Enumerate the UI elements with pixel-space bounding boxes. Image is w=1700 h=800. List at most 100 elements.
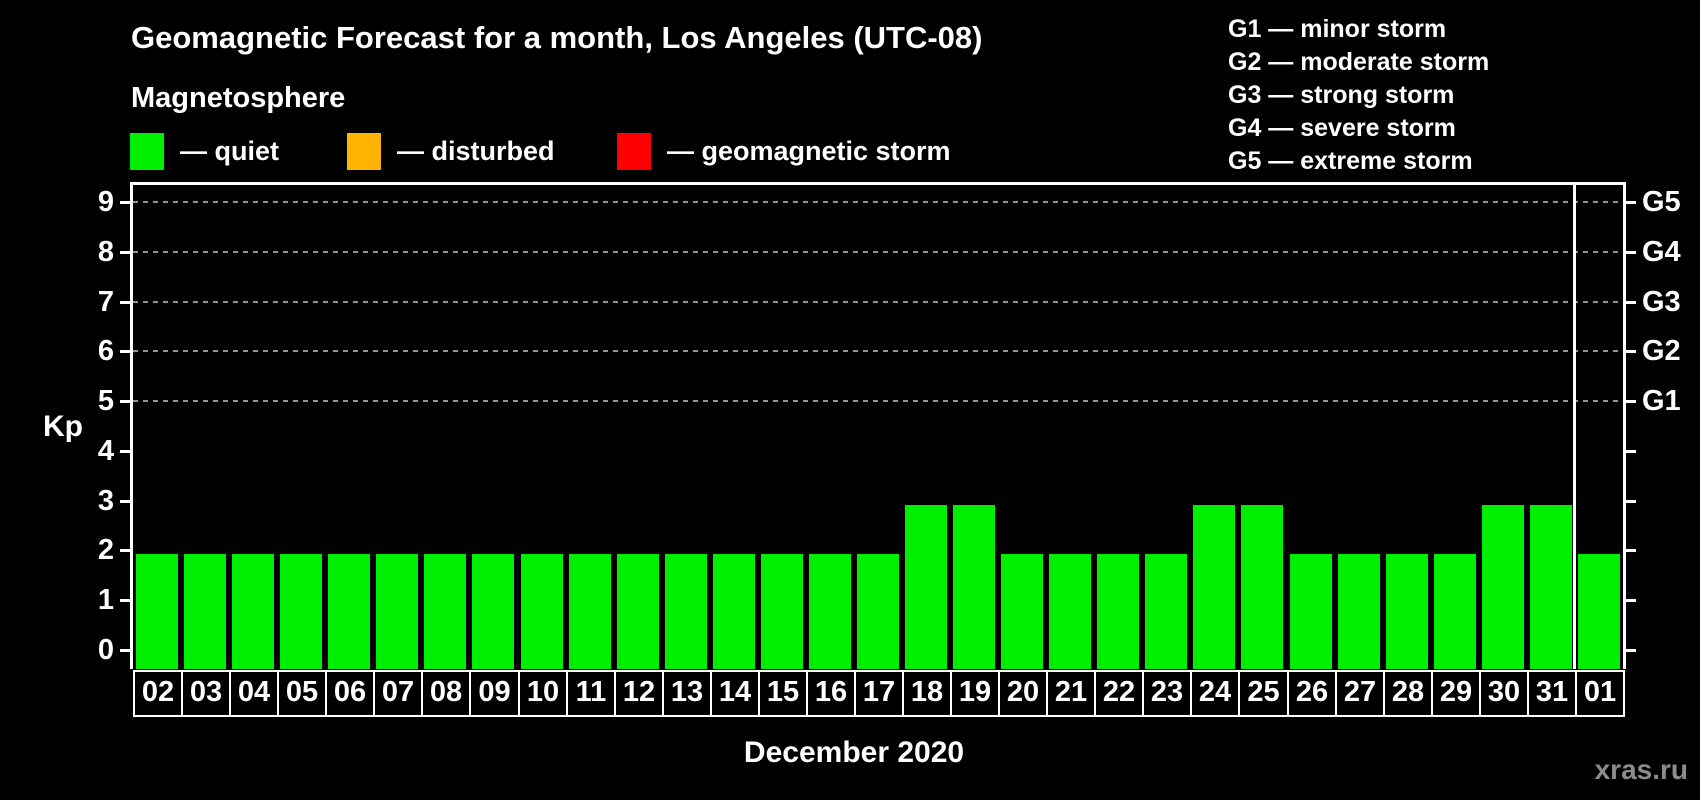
y-tick-label-6: 6 [97, 335, 114, 368]
gridline-kp7 [133, 300, 1623, 303]
bar-day-17 [857, 554, 899, 669]
gridline-kp6 [133, 350, 1623, 353]
quiet-color-swatch [130, 132, 164, 170]
bar-day-25 [1241, 505, 1283, 669]
day-label-20: 20 [998, 670, 1048, 717]
y-tick-1 [120, 599, 130, 603]
day-label-26: 26 [1287, 670, 1337, 717]
day-label-02: 02 [133, 670, 183, 717]
right-axis-label-G2: G2 [1642, 335, 1681, 368]
day-label-13: 13 [662, 670, 712, 717]
bar-day-13 [665, 554, 707, 669]
bar-day-24 [1193, 505, 1235, 669]
legend-item-label: — quiet [180, 135, 279, 166]
day-label-21: 21 [1046, 670, 1096, 717]
legend-item-label: — geomagnetic storm [667, 135, 951, 166]
bar-day-22 [1097, 554, 1139, 669]
right-tick-0 [1626, 649, 1636, 652]
bar-day-12 [617, 554, 659, 669]
x-axis-title: December 2020 [743, 736, 965, 769]
day-label-14: 14 [710, 670, 760, 717]
right-tick-9 [1626, 200, 1636, 204]
storm-scale-line-g4: G4 — severe storm [1228, 114, 1456, 142]
y-tick-label-2: 2 [97, 534, 114, 567]
right-tick-3 [1626, 499, 1636, 503]
legend-title: Magnetosphere [131, 82, 346, 114]
bar-day-27 [1338, 554, 1380, 669]
bar-day-20 [1001, 554, 1043, 669]
bar-day-06 [328, 554, 370, 669]
day-label-12: 12 [614, 670, 664, 717]
storm-scale-line-g3: G3 — strong storm [1228, 81, 1455, 109]
bar-day-23 [1145, 554, 1187, 669]
y-tick-label-0: 0 [97, 634, 114, 666]
y-axis-title: Kp [43, 410, 83, 443]
y-tick-label-4: 4 [97, 434, 114, 467]
day-label-19: 19 [950, 670, 1000, 717]
right-tick-2 [1626, 549, 1636, 553]
y-tick-6 [120, 350, 130, 354]
bar-day-19 [953, 505, 995, 669]
bar-day-08 [424, 554, 466, 669]
bar-day-09 [472, 554, 514, 669]
chart-title: Geomagnetic Forecast for a month, Los An… [131, 20, 983, 55]
day-label-29: 29 [1431, 670, 1481, 717]
storm-scale-line-g2: G2 — moderate storm [1228, 48, 1490, 76]
right-tick-1 [1626, 599, 1636, 603]
day-label-24: 24 [1190, 670, 1240, 717]
bar-day-04 [232, 554, 274, 669]
bar-day-21 [1049, 554, 1091, 669]
day-label-11: 11 [566, 670, 616, 717]
bar-day-16 [809, 554, 851, 669]
bar-day-29 [1434, 554, 1476, 669]
right-tick-4 [1626, 449, 1636, 453]
bar-day-07 [376, 554, 418, 669]
bar-day-31 [1530, 505, 1572, 669]
storm-scale-legend: G1 — minor storm G2 — moderate storm G3 … [1228, 13, 1489, 178]
legend-item-geomagnetic-storm: — geomagnetic storm [617, 132, 951, 170]
bar-day-28 [1386, 554, 1428, 669]
day-label-23: 23 [1142, 670, 1192, 717]
day-label-18: 18 [902, 670, 952, 717]
y-tick-0 [120, 649, 130, 652]
day-label-09: 09 [469, 670, 520, 717]
day-label-07: 07 [373, 670, 423, 717]
bar-day-03 [184, 554, 226, 669]
y-tick-label-9: 9 [97, 185, 114, 218]
y-tick-label-1: 1 [97, 584, 114, 617]
right-axis-label-G4: G4 [1642, 235, 1681, 268]
right-tick-5 [1626, 400, 1636, 404]
bar-day-30 [1482, 505, 1524, 669]
y-tick-label-7: 7 [97, 285, 114, 318]
y-tick-5 [120, 400, 130, 404]
right-axis-label-G3: G3 [1642, 285, 1681, 318]
right-axis-label-G5: G5 [1642, 185, 1681, 218]
y-tick-7 [120, 300, 130, 304]
bar-day-11 [569, 554, 611, 669]
bar-day-05 [280, 554, 322, 669]
bar-day-18 [905, 505, 947, 669]
x-axis-day-labels: 02 03 04 05 06 07 08 09 10 11 12 13 14 15 16 17 18 19 20 21… [133, 670, 1627, 717]
day-label-27: 27 [1335, 670, 1385, 717]
day-label-08: 08 [421, 670, 471, 717]
day-label-15: 15 [758, 670, 808, 717]
legend-item-label: — disturbed [397, 135, 555, 166]
storm-scale-line-g1: G1 — minor storm [1228, 15, 1447, 43]
plot-area [130, 182, 1626, 669]
right-tick-8 [1626, 250, 1636, 254]
day-label-06: 06 [325, 670, 375, 717]
day-label-25: 25 [1238, 670, 1289, 717]
day-label-16: 16 [806, 670, 856, 717]
day-label-01: 01 [1575, 670, 1625, 717]
bar-day-15 [761, 554, 803, 669]
gridline-kp8 [133, 250, 1623, 253]
day-label-10: 10 [518, 670, 568, 717]
y-tick-label-8: 8 [97, 235, 114, 268]
right-axis-label-G1: G1 [1642, 385, 1681, 418]
y-tick-9 [120, 200, 130, 204]
y-tick-label-5: 5 [97, 385, 114, 418]
y-tick-3 [120, 499, 130, 503]
gridline-kp9 [133, 200, 1623, 203]
storm-scale-line-g5: G5 — extreme storm [1228, 147, 1473, 175]
